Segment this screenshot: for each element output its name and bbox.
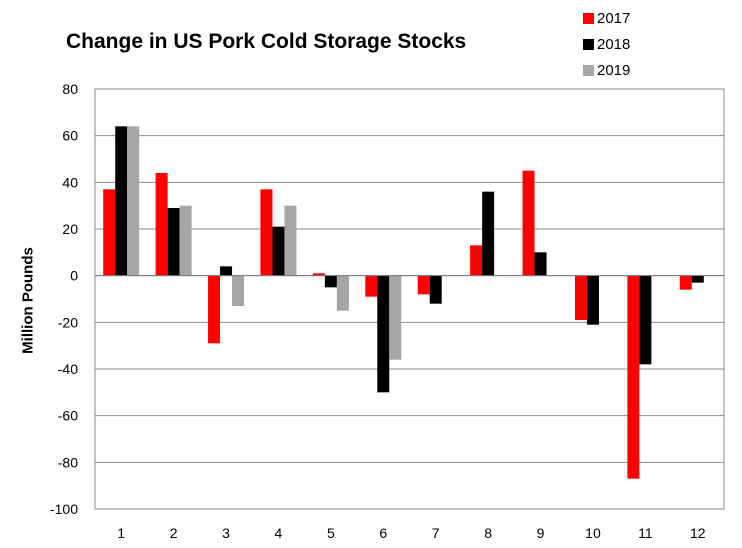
bar-2017-6 (365, 275, 378, 297)
x-tick-label: 3 (222, 525, 230, 541)
bar-2017-9 (522, 170, 535, 276)
bar-2018-1 (115, 126, 128, 276)
legend-item-2019: 2019 (583, 57, 630, 83)
y-tick-label: 20 (62, 221, 78, 237)
legend-item-2018: 2018 (583, 31, 630, 57)
x-tick-label: 12 (690, 525, 706, 541)
y-tick-label: 60 (62, 128, 78, 144)
legend-swatch-2018 (583, 38, 594, 50)
y-tick-label: 40 (62, 174, 78, 190)
bar-2019-4 (284, 205, 297, 276)
bar-2018-2 (167, 208, 180, 276)
bar-2018-9 (534, 252, 547, 276)
x-tick-label: 8 (484, 525, 492, 541)
y-axis-label: Million Pounds (19, 247, 37, 354)
bar-2017-8 (470, 245, 483, 276)
bar-2017-4 (260, 189, 273, 276)
x-tick-label: 7 (432, 525, 440, 541)
x-tick-label: 1 (117, 525, 125, 541)
y-tick-label: -40 (58, 361, 78, 377)
bar-2018-11 (639, 275, 652, 365)
bar-2017-7 (417, 275, 430, 295)
bar-2017-12 (679, 275, 692, 290)
legend-label-2017: 2017 (597, 9, 631, 27)
bar-2018-12 (691, 275, 704, 283)
chart-title: Change in US Pork Cold Storage Stocks (66, 30, 467, 53)
y-tick-label: -100 (50, 501, 78, 517)
bar-2017-11 (627, 275, 640, 479)
bar-2018-8 (482, 191, 495, 276)
plot-area (94, 88, 725, 510)
y-tick-label: 0 (70, 268, 78, 284)
legend: 2017 2018 2019 (583, 5, 630, 83)
bar-2017-3 (208, 275, 221, 344)
x-tick-label: 6 (379, 525, 387, 541)
y-tick-label: -60 (58, 408, 78, 424)
x-tick-label: 11 (638, 525, 653, 541)
bar-2019-3 (232, 275, 245, 306)
bar-2018-6 (377, 275, 390, 393)
bar-2017-10 (574, 275, 587, 320)
bar-2017-2 (155, 173, 168, 276)
bar-2017-1 (103, 189, 116, 276)
y-tick-label: -20 (58, 314, 78, 330)
y-tick-label: -80 (58, 454, 78, 470)
x-tick-label: 5 (327, 525, 335, 541)
bar-2018-4 (272, 226, 285, 276)
bar-2018-3 (220, 266, 233, 276)
legend-swatch-2017 (583, 12, 594, 24)
x-tick-label: 9 (537, 525, 545, 541)
bar-2017-5 (312, 273, 325, 276)
y-tick-label: 80 (62, 81, 78, 97)
x-tick-label: 4 (275, 525, 283, 541)
bar-2019-6 (389, 275, 402, 360)
bar-2019-1 (127, 126, 140, 276)
x-tick-label: 2 (170, 525, 178, 541)
bar-2018-5 (324, 275, 337, 288)
bar-2019-5 (336, 275, 349, 311)
x-tick-label: 10 (585, 525, 601, 541)
bar-2019-2 (179, 205, 192, 276)
bar-2018-10 (586, 275, 599, 325)
bar-2018-7 (429, 275, 442, 304)
legend-swatch-2019 (583, 64, 594, 76)
legend-label-2018: 2018 (597, 35, 631, 53)
legend-item-2017: 2017 (583, 5, 630, 31)
legend-label-2019: 2019 (597, 61, 631, 79)
